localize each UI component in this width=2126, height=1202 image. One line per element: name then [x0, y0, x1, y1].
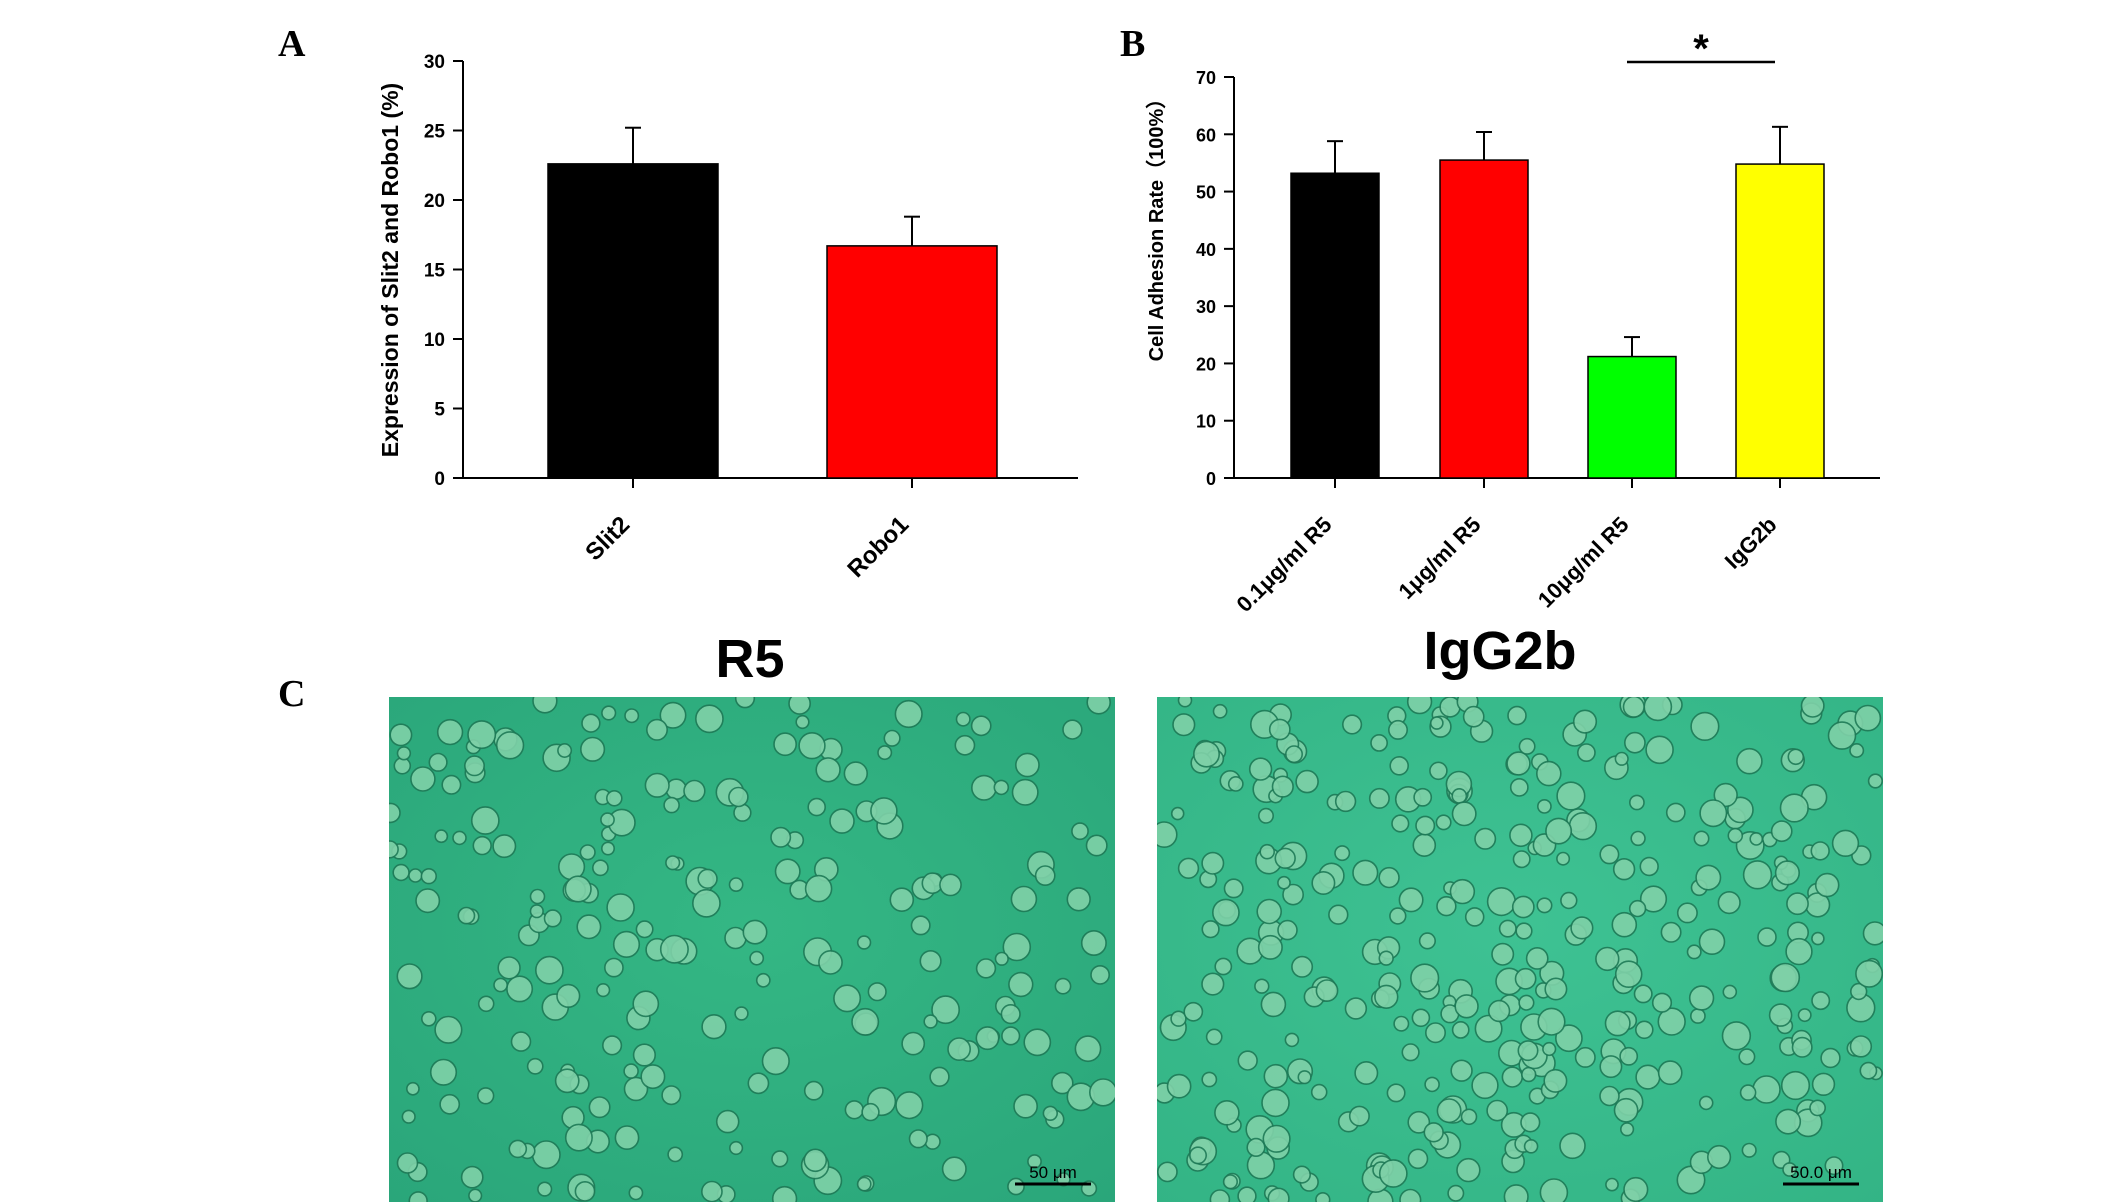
scale-bar-label: 50 μm: [1029, 1163, 1077, 1182]
panel-letter-b: B: [1120, 23, 1146, 65]
category-label: Slit2: [580, 511, 635, 566]
scale-bar-label: 50.0 μm: [1790, 1163, 1852, 1182]
y-tick-label: 5: [434, 400, 445, 421]
y-tick-label: 60: [1196, 125, 1216, 145]
category-label: IgG2b: [1720, 512, 1782, 574]
bar: [826, 245, 998, 479]
micrograph-title-r5: R5: [715, 629, 785, 689]
y-tick-label: 70: [1196, 68, 1216, 88]
y-tick-label: 10: [424, 330, 445, 351]
bar: [1587, 355, 1677, 479]
category-label: 10μg/ml R5: [1533, 512, 1634, 613]
chart-b-group: 0 10 20 30 40 50 60 70 Cell Adhesion Rate（100%） 0…: [1145, 27, 1880, 617]
bar: [1735, 163, 1825, 479]
y-tick-label: 25: [424, 122, 446, 143]
panel-letter-a: A: [278, 23, 306, 65]
y-tick-label: 20: [1196, 354, 1216, 374]
y-axis-label: Cell Adhesion Rate（100%）: [1145, 89, 1168, 362]
micrograph-r5: 50 μm: [389, 697, 1115, 1202]
chart-a-group: 0 5 10 15 20 25 30 Expression of Slit2 and Robo…: [377, 52, 1078, 583]
y-tick-label: 30: [1196, 297, 1216, 317]
micrograph-igg2b: 50.0 μm: [1157, 697, 1883, 1202]
y-tick-label: 40: [1196, 240, 1216, 260]
category-label: 1μg/ml R5: [1394, 512, 1486, 604]
y-tick-label: 0: [434, 469, 445, 490]
y-tick-label: 0: [1206, 469, 1216, 489]
category-label: 0.1μg/ml R5: [1232, 512, 1337, 617]
cell-field: [1157, 697, 1883, 1202]
bar: [547, 163, 719, 479]
bar: [1439, 159, 1529, 479]
y-tick-label: 20: [424, 191, 445, 212]
significance-marker: *: [1693, 27, 1709, 71]
y-tick-label: 50: [1196, 183, 1216, 203]
cell-field: [389, 697, 1115, 1202]
micrograph-title-igg2b: IgG2b: [1423, 621, 1577, 681]
category-label: Robo1: [842, 511, 914, 583]
bar: [1290, 172, 1380, 479]
y-tick-label: 30: [424, 52, 445, 73]
y-tick-label: 10: [1196, 412, 1216, 432]
y-axis-label: Expression of Slit2 and Robo1 (%): [377, 83, 403, 457]
panel-letter-c: C: [278, 673, 306, 715]
y-tick-label: 15: [424, 261, 446, 282]
